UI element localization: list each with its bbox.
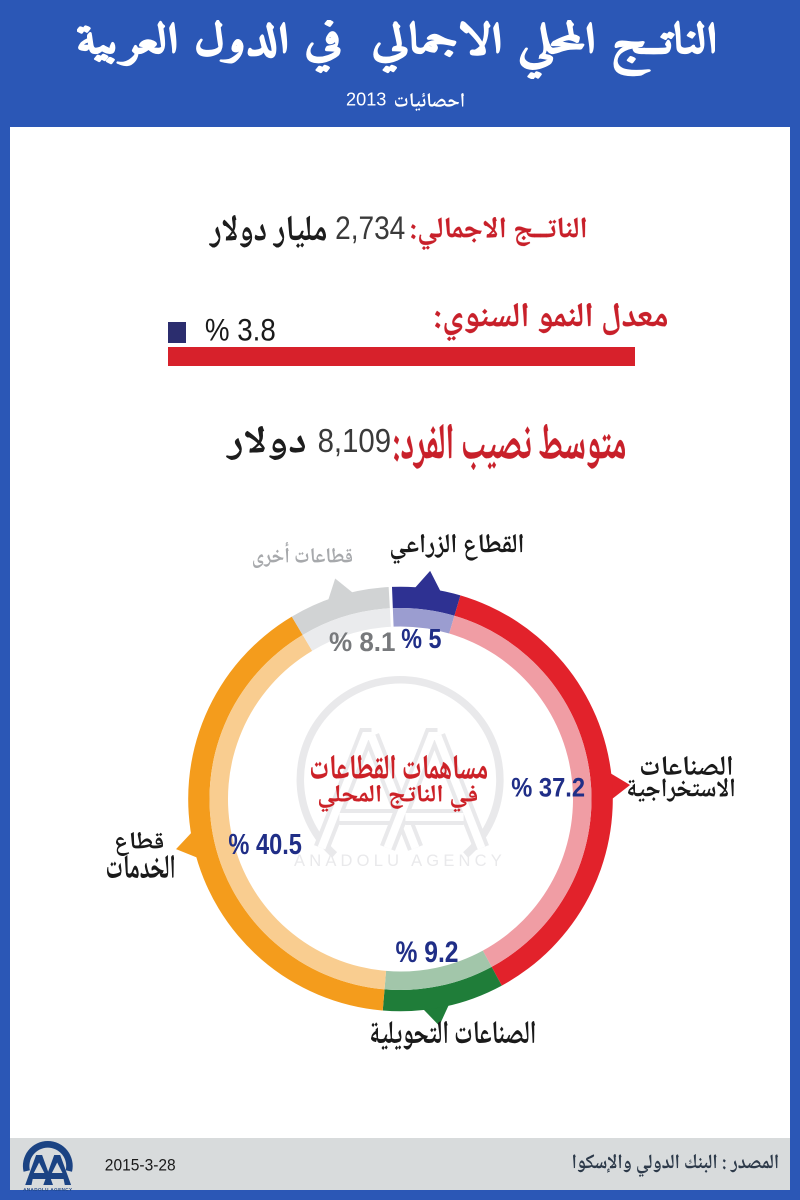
svg-text:% 40.5: % 40.5 — [228, 829, 302, 861]
svg-text:2013: 2013 — [346, 88, 386, 109]
svg-text:2015-3-28: 2015-3-28 — [105, 1157, 176, 1175]
svg-text:2,734: 2,734 — [335, 209, 405, 246]
svg-text:% 3.8: % 3.8 — [205, 311, 276, 347]
svg-text:% 37.2: % 37.2 — [511, 772, 585, 803]
svg-text:% 5: % 5 — [401, 623, 441, 654]
svg-text:8,109: 8,109 — [318, 422, 392, 459]
svg-text:ANADOLU AGENCY: ANADOLU AGENCY — [23, 1187, 72, 1191]
svg-text:% 9.2: % 9.2 — [396, 936, 459, 969]
svg-text:% 8.1: % 8.1 — [329, 626, 396, 657]
svg-text:ANADOLU AGENCY: ANADOLU AGENCY — [294, 852, 506, 870]
